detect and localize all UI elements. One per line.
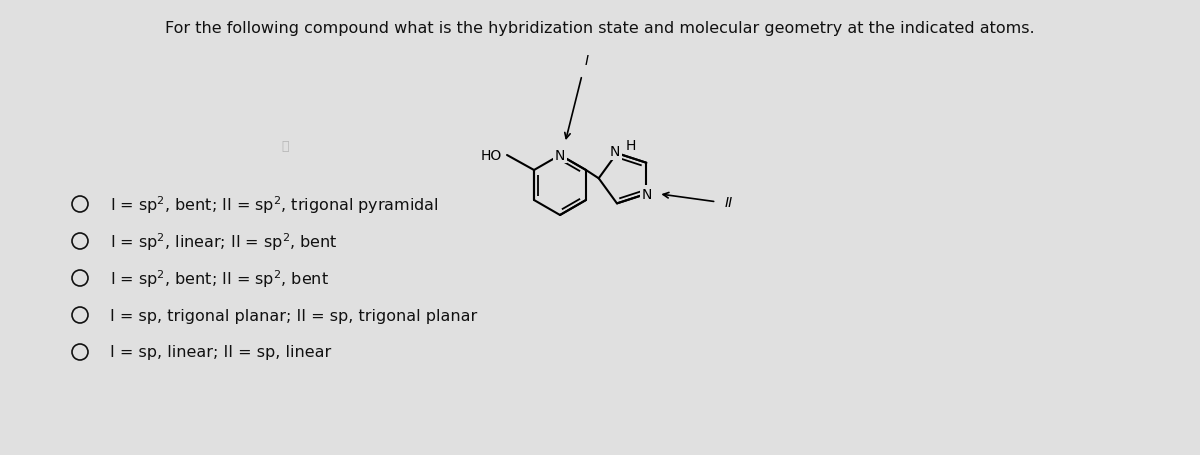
Text: I = sp$^2$, bent; II = sp$^2$, trigonal pyramidal: I = sp$^2$, bent; II = sp$^2$, trigonal … [110, 194, 439, 215]
Text: II: II [725, 195, 733, 209]
Text: H: H [625, 139, 636, 153]
Text: For the following compound what is the hybridization state and molecular geometr: For the following compound what is the h… [166, 21, 1034, 36]
Text: N: N [610, 145, 620, 159]
Text: I = sp, linear; II = sp, linear: I = sp, linear; II = sp, linear [110, 345, 331, 360]
Text: N: N [554, 149, 565, 162]
Text: I = sp$^2$, bent; II = sp$^2$, bent: I = sp$^2$, bent; II = sp$^2$, bent [110, 268, 329, 289]
Text: I = sp, trigonal planar; II = sp, trigonal planar: I = sp, trigonal planar; II = sp, trigon… [110, 308, 478, 323]
Text: ⌒: ⌒ [281, 139, 289, 152]
Text: I: I [584, 54, 589, 68]
Text: HO: HO [480, 149, 502, 162]
Text: I = sp$^2$, linear; II = sp$^2$, bent: I = sp$^2$, linear; II = sp$^2$, bent [110, 231, 338, 252]
Text: N: N [641, 187, 652, 202]
